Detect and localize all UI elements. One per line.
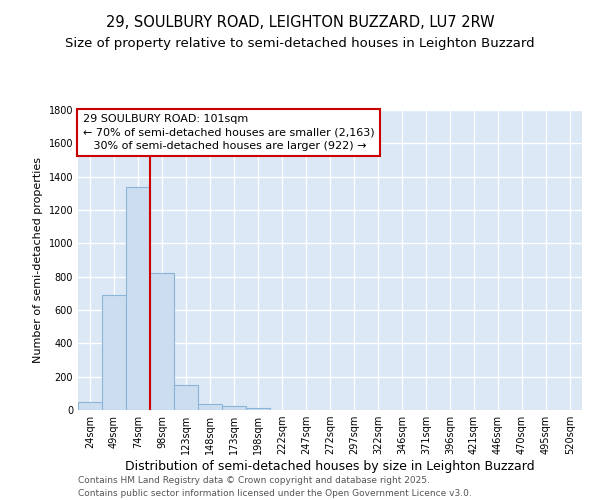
Y-axis label: Number of semi-detached properties: Number of semi-detached properties — [33, 157, 43, 363]
Bar — [222, 406, 246, 410]
Text: Contains HM Land Registry data © Crown copyright and database right 2025.
Contai: Contains HM Land Registry data © Crown c… — [78, 476, 472, 498]
Text: 29 SOULBURY ROAD: 101sqm
← 70% of semi-detached houses are smaller (2,163)
   30: 29 SOULBURY ROAD: 101sqm ← 70% of semi-d… — [83, 114, 374, 151]
Text: 29, SOULBURY ROAD, LEIGHTON BUZZARD, LU7 2RW: 29, SOULBURY ROAD, LEIGHTON BUZZARD, LU7… — [106, 15, 494, 30]
X-axis label: Distribution of semi-detached houses by size in Leighton Buzzard: Distribution of semi-detached houses by … — [125, 460, 535, 473]
Bar — [174, 385, 198, 410]
Text: Size of property relative to semi-detached houses in Leighton Buzzard: Size of property relative to semi-detach… — [65, 38, 535, 51]
Bar — [102, 295, 126, 410]
Bar — [198, 404, 222, 410]
Bar — [246, 408, 270, 410]
Bar — [78, 402, 102, 410]
Bar — [126, 186, 150, 410]
Bar — [150, 274, 174, 410]
